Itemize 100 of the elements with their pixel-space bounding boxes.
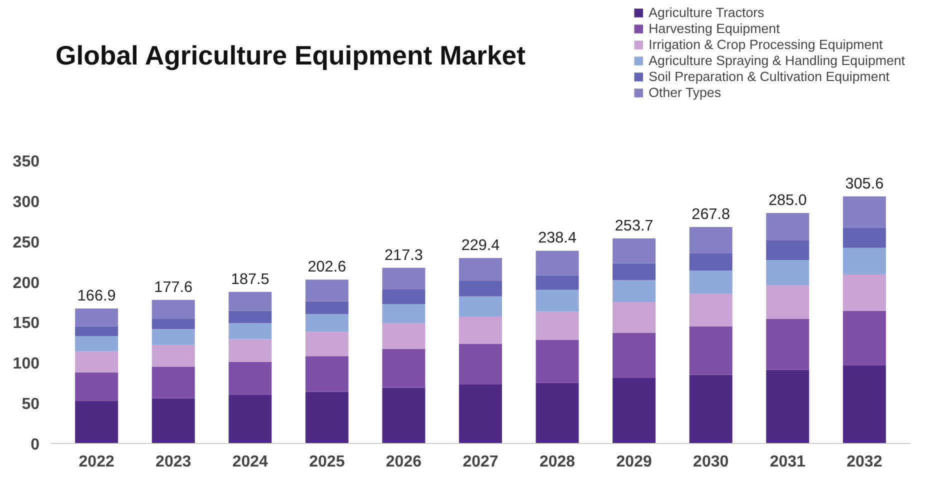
bar <box>766 260 810 286</box>
bar <box>689 270 732 294</box>
x-tick-label: 2022 <box>78 454 114 470</box>
bar <box>459 384 502 444</box>
bar <box>612 378 656 444</box>
bar <box>612 302 656 333</box>
bar <box>382 304 426 324</box>
total-label: 229.4 <box>461 237 500 254</box>
bar <box>228 362 272 395</box>
bar <box>459 344 502 384</box>
y-tick-label: 300 <box>12 194 40 211</box>
bar <box>382 388 426 444</box>
y-tick-label: 250 <box>12 234 40 252</box>
total-label: 166.9 <box>77 288 116 305</box>
bar <box>152 344 195 367</box>
bar <box>612 238 656 264</box>
bar <box>766 285 810 319</box>
x-tick-label: 2025 <box>309 454 345 470</box>
bar <box>382 268 426 290</box>
bar <box>689 253 732 270</box>
bar <box>382 289 426 304</box>
legend-label: Harvesting Equipment <box>648 21 780 36</box>
y-tick-label: 0 <box>30 436 40 454</box>
legend-label: Agriculture Spraying & Handling Equipment <box>648 53 905 68</box>
bar <box>842 365 886 444</box>
bar <box>75 308 118 326</box>
bar <box>75 400 118 444</box>
bar <box>228 310 272 324</box>
bar <box>689 294 732 326</box>
bar <box>152 366 195 398</box>
bar <box>842 310 886 366</box>
chart-title: Global Agriculture Equipment Market <box>56 40 526 70</box>
bar <box>536 275 579 290</box>
bar <box>152 329 195 345</box>
bar <box>75 336 118 352</box>
legend-label: Agriculture Tractors <box>648 5 764 20</box>
bar <box>842 274 886 311</box>
legend-label: Irrigation & Crop Processing Equipment <box>648 37 883 52</box>
bar <box>459 296 502 317</box>
bar <box>228 394 272 444</box>
bar <box>228 323 272 340</box>
y-tick-label: 350 <box>12 154 40 170</box>
bar <box>612 332 656 378</box>
legend-label: Other Types <box>648 85 722 100</box>
x-tick-label: 2026 <box>386 454 422 470</box>
y-tick-label: 150 <box>12 315 40 332</box>
bar <box>842 248 886 275</box>
x-tick-label: 2028 <box>539 454 576 470</box>
bar <box>152 300 195 319</box>
bar <box>75 326 118 336</box>
bar <box>766 240 810 260</box>
bar <box>382 348 426 388</box>
bar <box>228 292 272 311</box>
bar <box>612 263 656 280</box>
total-label: 217.3 <box>384 246 423 264</box>
x-tick-label: 2032 <box>846 454 882 470</box>
total-label: 187.5 <box>230 270 270 288</box>
bar <box>536 312 579 340</box>
bar <box>382 323 426 349</box>
bar <box>766 370 810 444</box>
bar <box>75 372 118 401</box>
bar <box>536 340 579 383</box>
x-tick-label: 2030 <box>693 454 729 470</box>
x-tick-label: 2024 <box>232 454 268 470</box>
bar <box>842 196 886 228</box>
bar <box>305 332 348 356</box>
bar <box>75 351 118 372</box>
x-tick-label: 2031 <box>770 454 806 470</box>
bar <box>689 226 732 254</box>
bar <box>766 318 810 370</box>
x-tick-label: 2029 <box>616 454 652 470</box>
bar <box>689 374 732 444</box>
bar <box>305 280 348 302</box>
bar <box>766 213 810 241</box>
bar <box>305 301 348 314</box>
y-tick-label: 50 <box>22 396 40 414</box>
bar <box>152 318 195 330</box>
total-label: 285.0 <box>768 192 807 210</box>
bar <box>536 382 579 444</box>
total-label: 238.4 <box>538 230 577 247</box>
bar <box>305 356 348 392</box>
bar <box>459 316 502 344</box>
bar <box>459 280 502 296</box>
y-tick-label: 200 <box>12 274 40 292</box>
bar <box>842 228 886 248</box>
y-tick-label: 100 <box>12 356 40 373</box>
bar <box>612 280 656 302</box>
x-tick-label: 2027 <box>462 454 498 470</box>
bar <box>536 250 579 276</box>
total-label: 305.6 <box>845 175 884 192</box>
bar <box>305 314 348 332</box>
total-label: 267.8 <box>692 206 730 223</box>
bar <box>536 290 579 312</box>
bar <box>459 258 502 281</box>
bar <box>228 339 272 362</box>
x-tick-label: 2023 <box>156 454 192 470</box>
total-label: 177.6 <box>154 278 193 296</box>
legend-label: Soil Preparation & Cultivation Equipment <box>648 69 890 84</box>
bar <box>689 326 732 375</box>
total-label: 202.6 <box>308 258 346 276</box>
